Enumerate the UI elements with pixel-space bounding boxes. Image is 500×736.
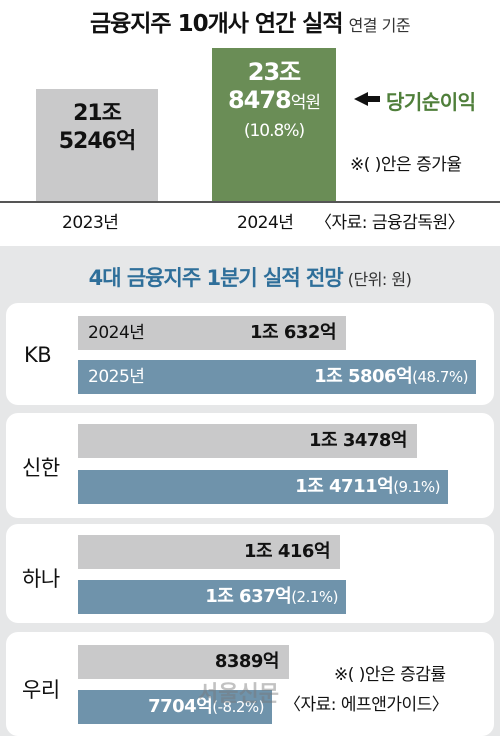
bar-hana-2024: 1조 416억 [78,535,340,569]
chart1-source: 〈자료: 금융감독원〉 [315,213,465,233]
x-label-2023: 2023년 [62,213,119,233]
chart1-baseline [0,201,500,203]
bank-label-kb: KB [24,343,52,367]
bar-hana-2025-amount: 1조 637억 [205,586,292,607]
chart1-note: ※( )안은 증가율 [350,155,462,175]
bar-woori-2025-pct: (-8.2%) [212,698,264,716]
bar-woori-2025-amount: 7704억 [148,696,213,717]
bar-2024-value-unit: 억원 [290,93,321,113]
bar-2024-value-pct: (10.8%) [243,121,305,141]
bar-shinhan-2024: 1조 3478억 [78,424,417,458]
bar-shinhan-2025-amount: 1조 4711억 [295,476,394,497]
bar-kb-2025-amount: 1조 5806억 [314,366,413,387]
bar-shinhan-2025-value: 1조 4711억(9.1%) [295,470,440,504]
bar-shinhan-2025: 1조 4711억(9.1%) [78,470,448,504]
bar-kb-2024-value: 1조 632억 [250,322,336,343]
chart2-title-row: 4대 금융지주 1분기 실적 전망 (단위: 원) [0,262,500,292]
bar-2023-value-label: 21조 5246억 [36,100,158,156]
bar-shinhan-2025-pct: (9.1%) [393,478,440,496]
chart2-source: 〈자료: 에프앤가이드〉 [284,695,449,715]
bar-2024-value-label: 23조 8478억원 (10.8%) [212,58,336,145]
bar-woori-2024: 8389억 [78,645,289,679]
bar-kb-2025-value: 1조 5806억(48.7%) [314,360,468,394]
bar-hana-2025-value: 1조 637억(2.1%) [205,580,338,614]
chart1-title: 금융지주 10개사 연간 실적 [89,11,344,37]
chart1-subtitle: 연결 기준 [348,16,411,35]
bar-2023 [36,89,158,201]
chart1-title-row: 금융지주 10개사 연간 실적 연결 기준 [0,4,500,38]
bank-label-hana: 하나 [22,567,60,591]
bar-kb-2024: 2024년 1조 632억 [78,316,346,350]
bar-hana-2025: 1조 637억(2.1%) [78,580,346,614]
bar-hana-2024-value: 1조 416억 [244,541,330,562]
bar-2024 [212,48,336,201]
bar-kb-2025: 2025년 1조 5806억(48.7%) [78,360,476,394]
bar-woori-2025-value: 7704억(-8.2%) [148,690,264,724]
bar-2024-value-line2: 8478억원 [212,86,336,117]
bar-hana-2025-pct: (2.1%) [291,588,338,606]
chart2-title: 4대 금융지주 1분기 실적 전망 [88,266,344,290]
bar-kb-2024-year: 2024년 [88,323,145,343]
bar-kb-2025-pct: (48.7%) [412,368,468,386]
bar-2023-value-line1: 21조 [73,101,122,126]
chart2-unit: (단위: 원) [347,270,412,289]
legend-arrow-icon [354,92,380,106]
bar-2024-value-num: 8478 [227,86,292,114]
chart1-legend: 당기순이익 [386,90,476,114]
x-label-2024: 2024년 [237,213,294,233]
bar-woori-2025: 7704억(-8.2%) [78,690,272,724]
bank-label-woori: 우리 [22,678,60,702]
bar-2023-value-line2: 5246억 [58,129,136,154]
watermark-logo: 서울신문 [198,682,279,707]
bar-woori-2024-value: 8389억 [214,651,280,672]
bar-2024-value-line1: 23조 [247,58,301,86]
bar-kb-2025-year: 2025년 [88,367,145,387]
chart2-note: ※( )안은 증감률 [334,665,446,685]
bank-label-shinhan: 신한 [22,456,60,480]
bar-shinhan-2024-value: 1조 3478억 [308,430,408,451]
